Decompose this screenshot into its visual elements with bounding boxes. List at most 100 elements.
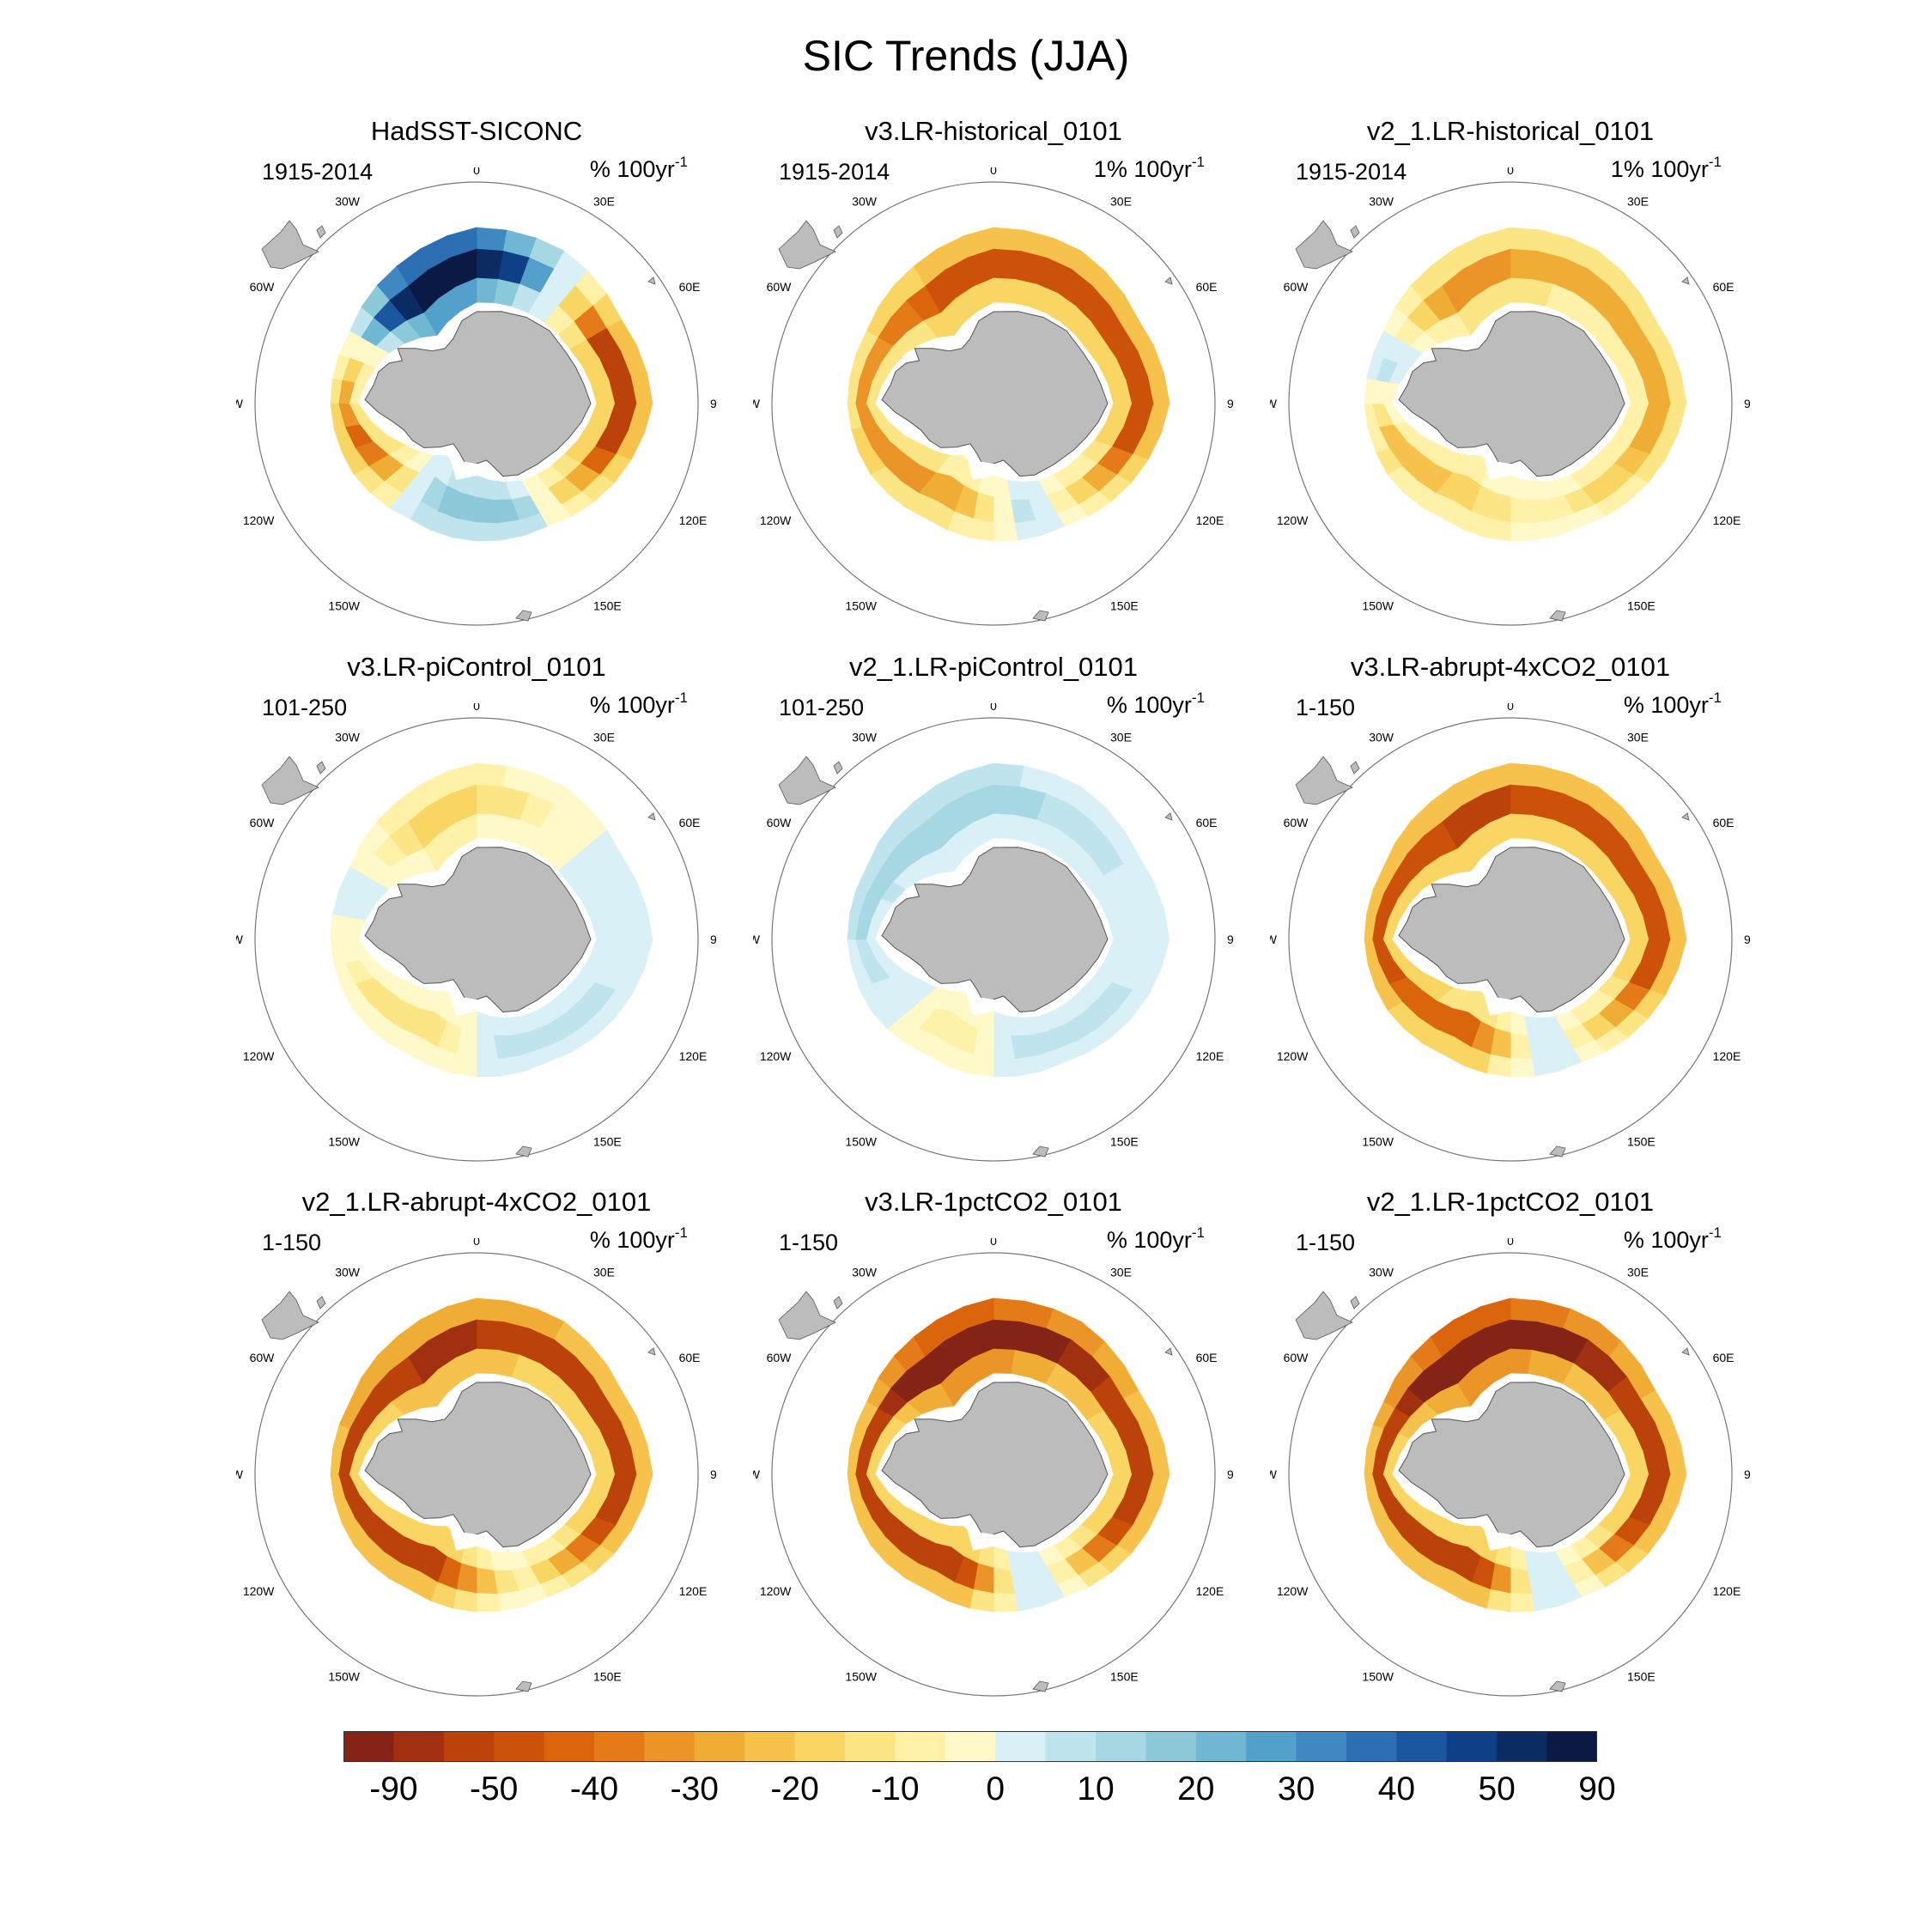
ross-ice-shelf [450,459,495,480]
longitude-label: 30E [593,730,615,744]
panel-period: 101-250 [262,695,348,720]
polar-stereographic-map: 0 30E 60E 90E 120E 150E 180 150W 120W 90W 60W 30W [1270,167,1751,631]
sic-trend-cell [476,227,508,252]
longitude-label: 60E [679,280,701,294]
island-land [515,610,532,622]
longitude-label: 90E [1744,1467,1751,1481]
sic-trend-cell [1486,1589,1511,1613]
colorbar-tick-label: -30 [670,1771,719,1807]
longitude-label: 90W [753,397,761,410]
panel-units: % 100yr-1 [589,1224,688,1253]
island-land [1295,1291,1353,1340]
panel-units: % 100yr-1 [1623,690,1722,718]
colorbar-tick-label: 40 [1377,1771,1416,1807]
longitude-label: 150E [593,599,622,613]
island-land [1549,1680,1566,1692]
longitude-label: 120W [1277,1049,1309,1063]
colorbar-tick-label: -90 [369,1771,418,1807]
panel-units: 1% 100yr-1 [1610,154,1722,182]
longitude-label: 150W [328,1670,360,1684]
polar-stereographic-map: 0 30E 60E 90E 120E 150E 180 150W 120W 90W 60W 30W [1270,1238,1751,1702]
longitude-label: 0 [473,703,480,713]
colorbar-swatch [1246,1731,1297,1762]
island-land [833,225,843,239]
sic-trend-cell [963,1297,994,1328]
polar-stereographic-map: 0 30E 60E 90E 120E 150E 180 150W 120W 90W 60W 30W [236,1238,717,1702]
colorbar-swatch [1346,1731,1397,1762]
longitude-label: 150E [593,1135,622,1149]
longitude-label: 30E [1627,194,1649,208]
longitude-label: 90E [1227,933,1234,946]
island-land [1164,276,1173,285]
longitude-label: 90E [710,1467,717,1481]
longitude-label: 120E [1713,1049,1741,1063]
sic-trend-cell [476,1297,508,1322]
panel-period: 1915-2014 [1296,159,1407,185]
island-land [778,1291,836,1340]
antarctica-land [881,311,1109,477]
island-land [1549,1145,1566,1157]
longitude-label: 90W [236,933,244,946]
sic-trend-cell [453,1054,477,1078]
panel-units: % 100yr-1 [589,690,688,718]
sic-trend-cell [447,1297,477,1328]
sic-trend-cell [1510,762,1542,787]
sic-trend-field [847,227,1170,542]
longitude-label: 180 [466,1166,487,1167]
ross-ice-shelf [450,1530,495,1551]
longitude-label: 30E [593,194,615,208]
longitude-label: 60E [1196,1351,1218,1364]
longitude-label: 150W [845,1670,877,1684]
sic-trend-cell [993,1593,1018,1613]
polar-stereographic-map: 0 30E 60E 90E 120E 150E 180 150W 120W 90W 60W 30W [1270,703,1751,1167]
colorbar-swatch [1446,1731,1498,1762]
island-land [1295,220,1353,270]
map-panel: v3.LR-abrupt-4xCO2_0101 1-150 % 100yr-1 … [1244,652,1777,1167]
colorbar-tick-label: -20 [770,1771,819,1807]
antarctica-land [881,847,1109,1013]
sic-trend-cell [453,518,477,542]
antarctica-land [364,311,592,477]
colorbar-tick-label: 30 [1277,1771,1315,1807]
longitude-label: 60E [1196,816,1218,829]
longitude-label: 180 [466,1701,487,1702]
sic-trend-cell [476,522,501,542]
colorbar-tick-label: -50 [470,1771,519,1807]
polar-stereographic-map: 0 30E 60E 90E 120E 150E 180 150W 120W 90W 60W 30W [753,167,1234,631]
sic-trend-cell [993,1058,1018,1078]
longitude-label: 90W [1270,933,1278,946]
longitude-label: 30W [335,194,361,208]
sic-trend-cell [993,762,1025,787]
ross-ice-shelf [967,459,1012,480]
longitude-label: 60E [1196,280,1218,294]
longitude-label: 150E [1627,599,1656,613]
panel-period: 1-150 [262,1230,322,1255]
island-land [261,220,319,270]
longitude-label: 60W [767,280,793,294]
longitude-label: 120E [679,1049,708,1063]
longitude-label: 150W [845,599,877,613]
sic-trend-cell [1480,762,1511,793]
panel-period: 1-150 [1296,1230,1356,1255]
colorbar-swatch [1045,1731,1097,1762]
longitude-label: 0 [1507,703,1514,713]
longitude-label: 150W [1362,599,1394,613]
longitude-label: 30W [852,1265,878,1279]
longitude-label: 150E [593,1670,622,1684]
longitude-label: 60W [250,280,276,294]
longitude-label: 150E [1627,1670,1656,1684]
island-land [316,1296,326,1309]
island-land [261,756,319,805]
colorbar-tick-label: -10 [871,1771,920,1807]
colorbar-swatch [945,1731,996,1762]
sic-trend-cell [1510,1058,1535,1078]
longitude-label: 30W [852,730,878,744]
polar-stereographic-map: 0 30E 60E 90E 120E 150E 180 150W 120W 90W 60W 30W [753,1238,1234,1702]
longitude-label: 60W [250,816,276,829]
sic-trend-cell [969,1054,994,1078]
longitude-label: 30E [1627,1265,1649,1279]
colorbar-tick-label: 90 [1578,1771,1616,1807]
panel-units: % 100yr-1 [1106,690,1205,718]
colorbar-swatch [1195,1731,1247,1762]
longitude-label: 30E [1627,730,1649,744]
